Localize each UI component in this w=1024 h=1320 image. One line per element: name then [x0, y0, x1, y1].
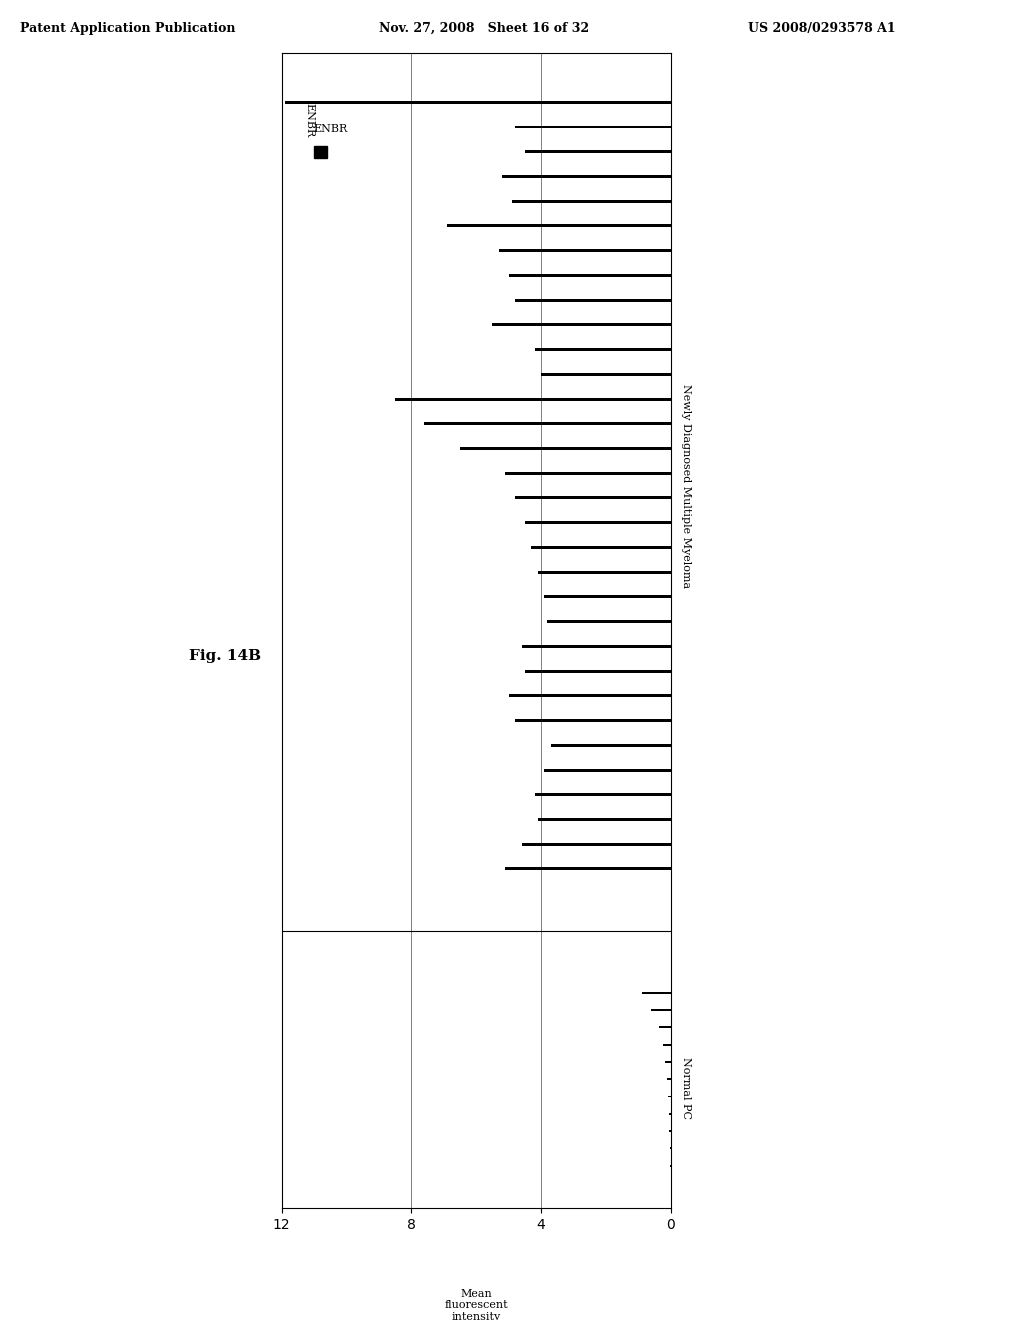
Text: ENBR: ENBR — [313, 124, 347, 135]
Bar — [515, 496, 671, 499]
Bar — [509, 275, 671, 277]
Text: Normal PC: Normal PC — [681, 1057, 691, 1119]
Bar — [512, 199, 671, 203]
Text: ENBR: ENBR — [304, 103, 314, 137]
Bar — [506, 471, 671, 475]
Bar — [493, 323, 671, 326]
Bar — [541, 372, 671, 376]
Bar — [506, 867, 671, 870]
Bar — [460, 447, 671, 450]
Bar — [548, 620, 671, 623]
Bar — [665, 1061, 671, 1063]
Bar — [535, 793, 671, 796]
Bar — [515, 298, 671, 301]
X-axis label: Mean
fluorescent
intensity
(x10³): Mean fluorescent intensity (x10³) — [444, 1288, 508, 1320]
Bar — [641, 991, 671, 994]
Bar — [669, 1113, 671, 1115]
Bar — [525, 150, 671, 153]
Bar — [538, 570, 671, 574]
Bar — [525, 521, 671, 524]
Text: US 2008/0293578 A1: US 2008/0293578 A1 — [748, 21, 895, 34]
Bar — [525, 669, 671, 673]
Text: Fig. 14B: Fig. 14B — [189, 649, 261, 663]
Bar — [447, 224, 671, 227]
Bar — [285, 100, 671, 104]
Bar — [668, 1096, 671, 1097]
Bar — [499, 249, 671, 252]
Bar — [531, 546, 671, 549]
Bar — [667, 1078, 671, 1080]
Bar — [515, 719, 671, 722]
Text: Newly Diagnosed Multiple Myeloma: Newly Diagnosed Multiple Myeloma — [681, 384, 691, 587]
Text: Patent Application Publication: Patent Application Publication — [20, 21, 236, 34]
Bar — [314, 145, 327, 158]
Bar — [670, 1130, 671, 1133]
Bar — [551, 744, 671, 747]
Bar — [502, 176, 671, 178]
Bar — [521, 645, 671, 648]
Bar — [509, 694, 671, 697]
Bar — [663, 1044, 671, 1045]
Text: Nov. 27, 2008   Sheet 16 of 32: Nov. 27, 2008 Sheet 16 of 32 — [379, 21, 589, 34]
Bar — [651, 1008, 671, 1011]
Bar — [395, 397, 671, 400]
Bar — [424, 422, 671, 425]
Bar — [545, 595, 671, 598]
Bar — [515, 125, 671, 128]
Bar — [521, 842, 671, 846]
Bar — [538, 818, 671, 821]
Bar — [535, 348, 671, 351]
Bar — [545, 768, 671, 771]
Bar — [659, 1026, 671, 1028]
